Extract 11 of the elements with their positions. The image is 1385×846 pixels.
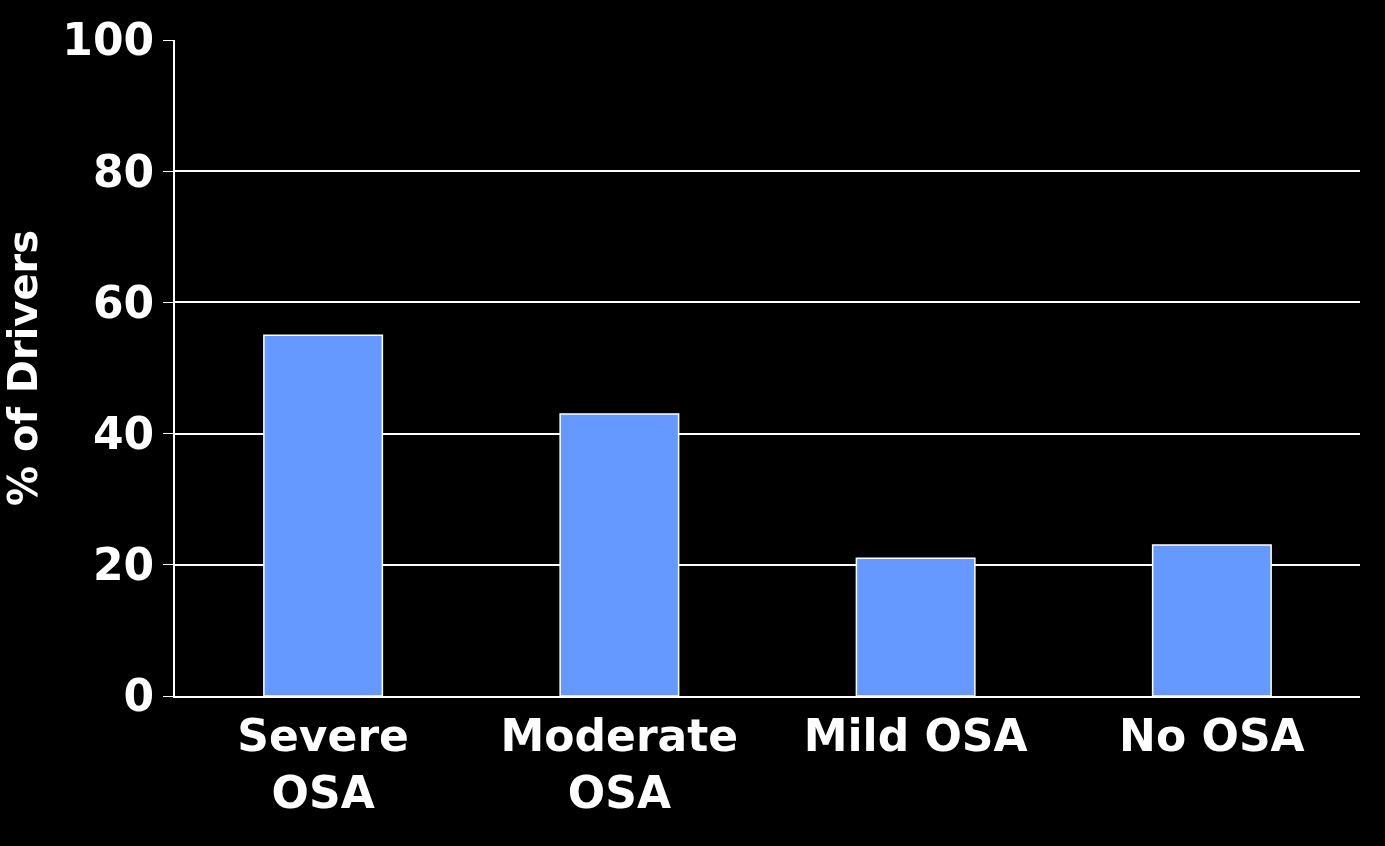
y-tick-label: 60 xyxy=(92,276,155,328)
x-tick-label: Moderate OSA xyxy=(500,709,739,818)
x-tick-label: Severe OSA xyxy=(237,709,409,818)
y-tick-label: 20 xyxy=(92,539,155,591)
y-tick-label: 40 xyxy=(92,408,155,459)
y-tick-label: 80 xyxy=(92,145,155,197)
x-tick-label: No OSA xyxy=(1119,709,1305,761)
y-axis-title: % of Drivers xyxy=(0,229,46,507)
x-tick-label: Mild OSA xyxy=(803,709,1028,761)
y-tick-label: 0 xyxy=(123,670,155,722)
y-tick-label: 100 xyxy=(62,14,155,66)
